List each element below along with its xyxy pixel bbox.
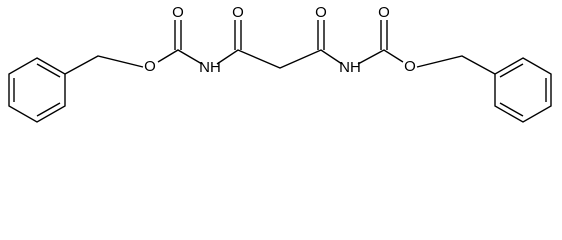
ring-double-bond: [36, 63, 61, 78]
atom-label: O: [404, 58, 416, 75]
atom-label: O: [232, 4, 244, 21]
atom-label: NH: [199, 59, 221, 76]
ring-double-bond: [36, 102, 61, 117]
atom-labels: O O NH O O NH O O: [144, 4, 416, 76]
atom-label: O: [378, 4, 390, 21]
ring-double-bond: [499, 63, 524, 78]
bond: [157, 49, 203, 65]
ring-double-bond: [499, 102, 524, 117]
atom-label: O: [144, 58, 156, 75]
bond: [357, 49, 404, 65]
benzene-ring: [8, 57, 66, 123]
bond: [64, 55, 144, 75]
atom-label: NH: [339, 59, 361, 76]
atom-label: O: [315, 4, 327, 21]
benzene-ring: [494, 57, 552, 123]
bond: [216, 49, 343, 69]
structure-diagram: O O NH O O NH O O: [8, 4, 552, 123]
atom-label: O: [172, 4, 184, 21]
bond: [416, 55, 496, 75]
bonds: [8, 20, 552, 123]
